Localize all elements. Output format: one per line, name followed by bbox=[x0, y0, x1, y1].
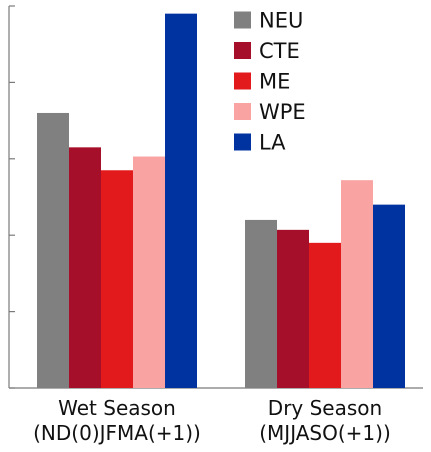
bar-la-2 bbox=[373, 204, 405, 388]
legend: NEU CTE ME WPE LA bbox=[234, 9, 306, 155]
legend-label-la: LA bbox=[259, 131, 286, 155]
category-label: Dry Season bbox=[268, 396, 382, 420]
bar-me-2 bbox=[309, 242, 341, 388]
legend-label-cte: CTE bbox=[259, 39, 300, 63]
legend-swatch-la bbox=[234, 133, 251, 151]
legend-label-me: ME bbox=[259, 70, 290, 94]
bar-wpe-1 bbox=[133, 156, 165, 388]
category-label: (MJJASO(+1)) bbox=[259, 421, 391, 445]
legend-swatch-cte bbox=[234, 42, 251, 59]
bar-la-1 bbox=[165, 13, 197, 388]
bars bbox=[37, 13, 405, 389]
legend-swatch-neu bbox=[234, 11, 251, 29]
category-label: (ND(0)JFMA(+1)) bbox=[33, 421, 201, 445]
category-label: Wet Season bbox=[58, 396, 176, 420]
legend-label-wpe: WPE bbox=[259, 100, 306, 124]
legend-swatch-wpe bbox=[234, 103, 251, 120]
bar-wpe-2 bbox=[341, 180, 373, 388]
bar-me-1 bbox=[101, 170, 133, 388]
bar-cte-2 bbox=[277, 229, 309, 388]
legend-label-neu: NEU bbox=[259, 9, 303, 33]
legend-swatch-me bbox=[234, 72, 251, 90]
bar-cte-1 bbox=[69, 147, 101, 388]
bar-neu-1 bbox=[37, 112, 69, 389]
bar-neu-2 bbox=[245, 219, 277, 388]
category-labels: Wet Season(ND(0)JFMA(+1)) Dry Season(MJJA… bbox=[33, 396, 391, 445]
